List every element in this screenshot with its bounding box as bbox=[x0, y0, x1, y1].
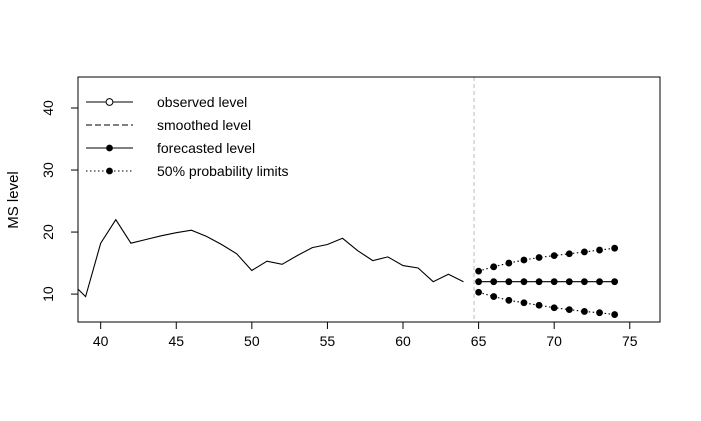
x-tick-label: 70 bbox=[546, 333, 562, 349]
forecasted-level-point bbox=[490, 278, 498, 286]
forecasted-level-point bbox=[520, 278, 528, 286]
lower-limit-point bbox=[611, 311, 619, 318]
lower-limit-point bbox=[596, 309, 603, 317]
forecasted-level-point bbox=[611, 278, 619, 286]
legend-label: forecasted level bbox=[157, 140, 255, 156]
x-axis: 40 45 50 55 60 65 70 75 bbox=[93, 322, 638, 349]
x-tick-label: 75 bbox=[622, 333, 638, 349]
y-tick-label: 40 bbox=[40, 100, 56, 116]
legend-label: observed level bbox=[157, 94, 247, 110]
upper-limit-point bbox=[550, 252, 558, 260]
legend-marker bbox=[106, 144, 113, 152]
forecasted-level-point bbox=[505, 278, 513, 286]
legend-label: 50% probability limits bbox=[157, 163, 289, 179]
legend: observed level smoothed level forecasted l… bbox=[86, 94, 289, 179]
forecasted-level-point bbox=[475, 278, 482, 286]
upper-limit-point bbox=[520, 256, 528, 264]
y-axis: 10 20 30 40 bbox=[40, 100, 78, 302]
upper-limit-point bbox=[596, 246, 603, 254]
y-tick-label: 10 bbox=[40, 286, 56, 302]
upper-limit-point bbox=[535, 254, 543, 261]
forecasted-level-point bbox=[581, 278, 588, 286]
y-tick-label: 30 bbox=[40, 162, 56, 178]
lower-limit-point bbox=[520, 299, 528, 307]
upper-limit-point bbox=[611, 244, 619, 252]
legend-label: smoothed level bbox=[157, 117, 251, 133]
forecasted-level-point bbox=[565, 278, 573, 286]
x-tick-label: 40 bbox=[93, 333, 109, 349]
plot-area bbox=[77, 77, 619, 322]
upper-limit-point bbox=[505, 259, 513, 267]
upper-limit-point bbox=[581, 248, 588, 256]
x-tick-label: 50 bbox=[244, 333, 260, 349]
upper-limit-point bbox=[565, 250, 573, 258]
lower-limit-line bbox=[478, 291, 615, 316]
x-tick-label: 45 bbox=[168, 333, 184, 349]
lower-limit-point bbox=[505, 296, 513, 304]
lower-limit-point bbox=[535, 301, 543, 309]
y-axis-label: MS level bbox=[5, 171, 22, 229]
lower-limit-point bbox=[581, 308, 588, 315]
lower-limit-point bbox=[565, 306, 573, 313]
forecasted-level-point bbox=[596, 278, 603, 286]
forecasted-level-point bbox=[550, 278, 558, 286]
lower-limit-point bbox=[490, 293, 498, 300]
x-tick-label: 65 bbox=[471, 333, 487, 349]
forecasted-level-point bbox=[535, 278, 543, 286]
x-tick-label: 60 bbox=[395, 333, 411, 349]
x-tick-label: 55 bbox=[320, 333, 336, 349]
legend-marker bbox=[105, 98, 114, 106]
upper-limit-line bbox=[478, 247, 615, 272]
upper-limit-point bbox=[490, 263, 498, 271]
y-tick-label: 20 bbox=[40, 224, 56, 240]
legend-marker bbox=[106, 167, 113, 175]
lower-limit-point bbox=[475, 288, 482, 296]
upper-limit-point bbox=[475, 267, 482, 275]
observed-level-line bbox=[77, 218, 464, 298]
plot-frame bbox=[77, 76, 661, 323]
lower-limit-point bbox=[550, 304, 558, 312]
